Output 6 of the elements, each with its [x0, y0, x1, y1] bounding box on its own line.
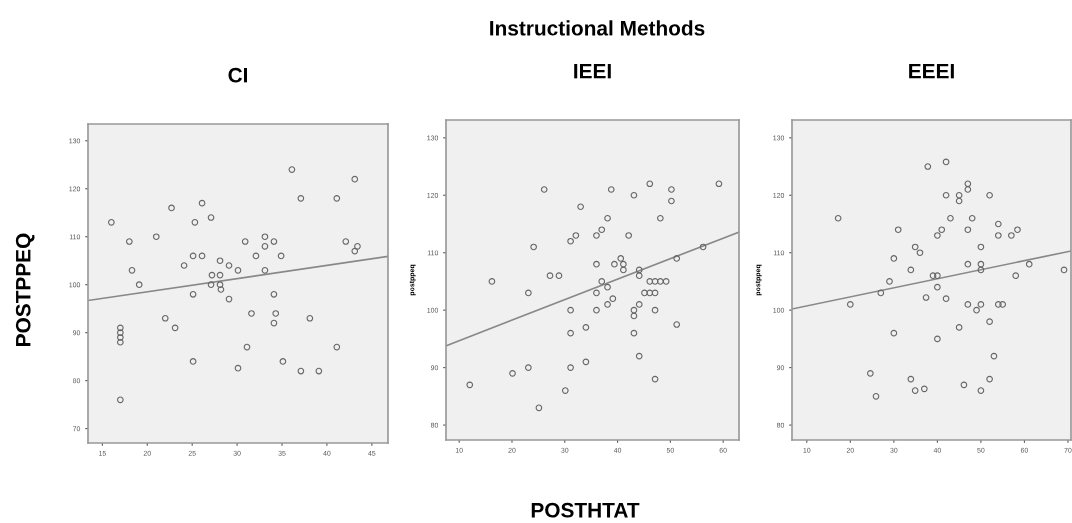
x-axis-title: POSTHTAT: [531, 502, 640, 518]
chart-title: IEEI: [574, 64, 611, 79]
y-axis-title: POSTPPEQ: [15, 233, 35, 346]
text: Instructional Methods: [490, 20, 705, 36]
chart-title: EEEI: [909, 64, 954, 79]
chart-title: CI: [228, 67, 248, 83]
